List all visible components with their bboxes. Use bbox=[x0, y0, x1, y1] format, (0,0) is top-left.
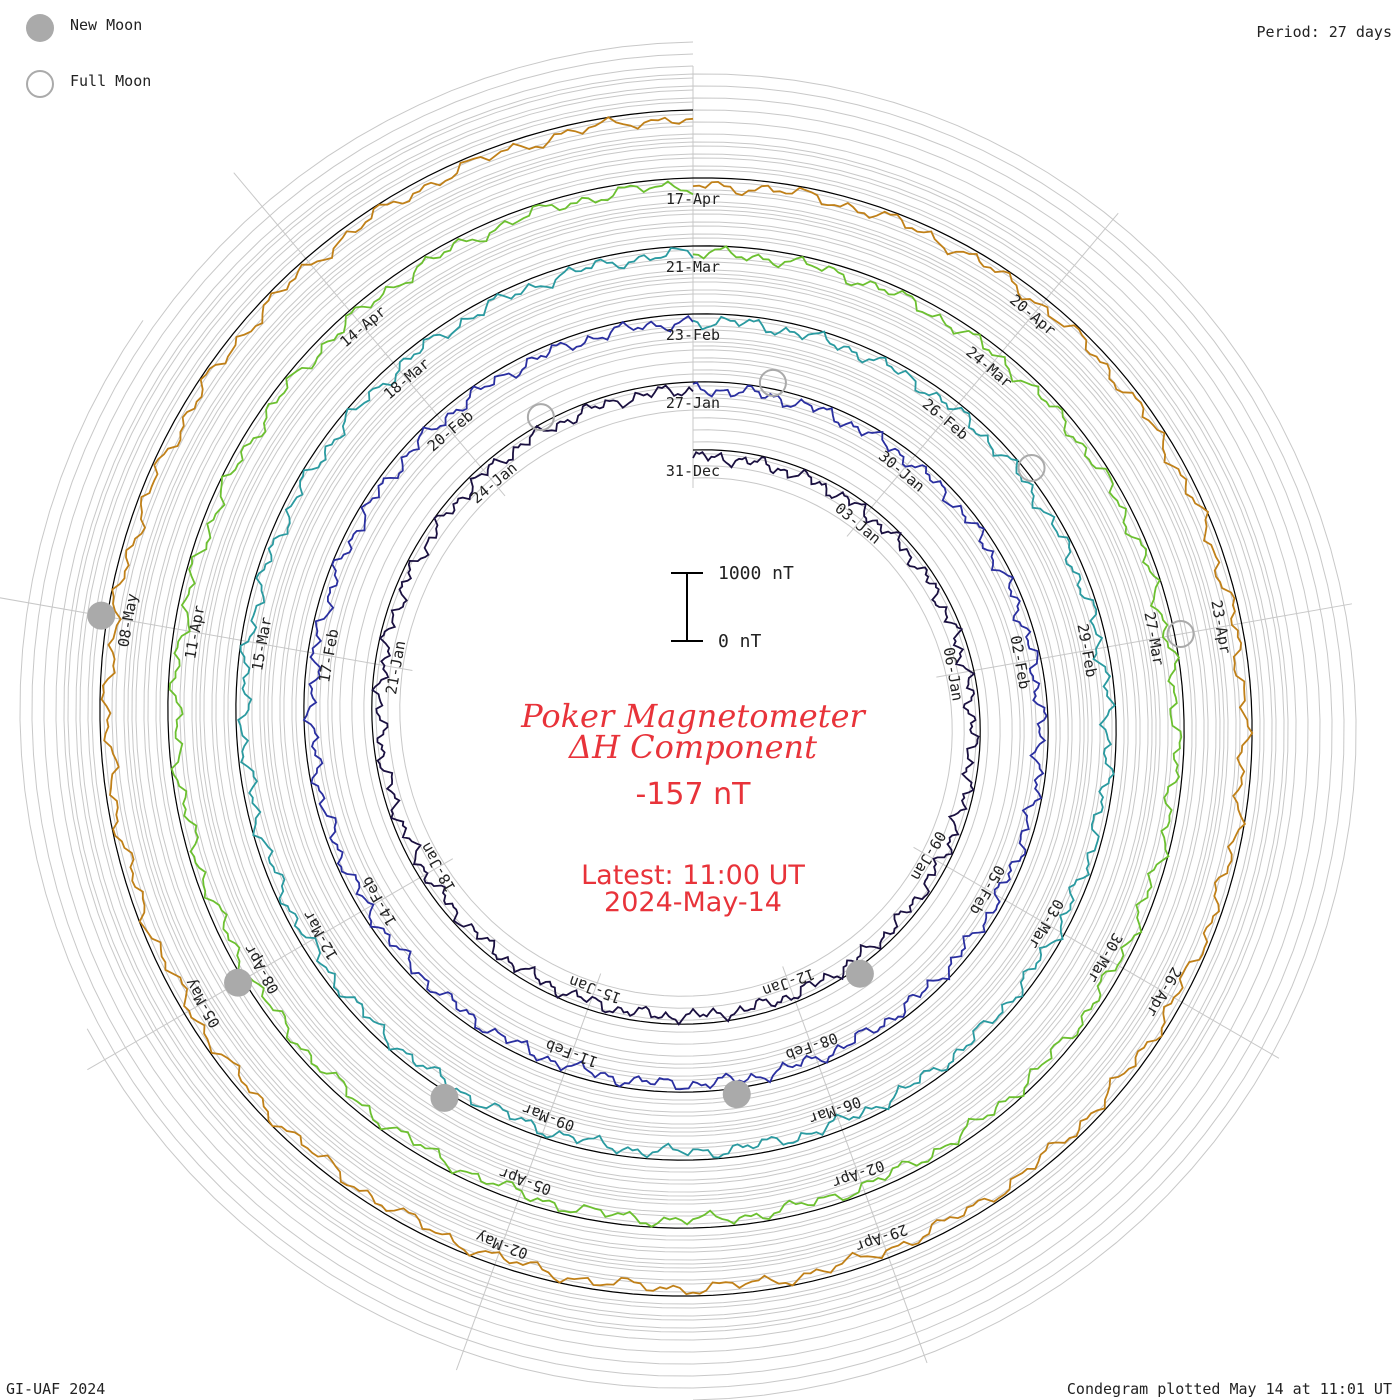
full-moon-marker bbox=[1166, 620, 1195, 649]
grid-spoke bbox=[913, 846, 1280, 1059]
date-label: 24-Jan bbox=[468, 459, 521, 508]
date-label: 27-Jan bbox=[666, 394, 720, 412]
full-moon-marker bbox=[526, 403, 555, 432]
date-label: 08-May bbox=[114, 592, 141, 648]
date-label: 05-Feb bbox=[966, 862, 1009, 918]
date-label: 26-Apr bbox=[1142, 964, 1185, 1020]
new-moon-marker bbox=[87, 601, 116, 630]
date-label: 30-Mar bbox=[1084, 930, 1127, 986]
date-label: 03-Jan bbox=[831, 499, 884, 548]
date-label: 14-Feb bbox=[358, 873, 401, 929]
legend-full-moon: Full Moon bbox=[26, 70, 206, 104]
date-label: 21-Mar bbox=[666, 258, 720, 276]
date-label: 15-Mar bbox=[248, 616, 275, 672]
grid-spiral bbox=[55, 65, 1297, 1341]
grid-spoke bbox=[782, 966, 928, 1364]
chart-title-line1: Poker Magnetometer bbox=[520, 697, 866, 735]
date-label: 23-Feb bbox=[666, 326, 720, 344]
grid-spiral bbox=[91, 101, 1261, 1305]
chart-title-line2: ΔH Component bbox=[567, 728, 817, 766]
date-label: 18-Mar bbox=[380, 354, 433, 403]
new-moon-marker bbox=[430, 1083, 459, 1112]
grid-spiral bbox=[43, 53, 1309, 1353]
grid-spiral bbox=[115, 125, 1237, 1281]
grid-spoke bbox=[455, 973, 602, 1371]
baseline-spiral bbox=[99, 109, 1253, 1297]
new-moon-icon bbox=[26, 14, 54, 42]
date-label: 17-Apr bbox=[666, 190, 720, 208]
date-label: 15-Jan bbox=[566, 972, 623, 1007]
grid-spiral bbox=[67, 77, 1285, 1329]
grid-spiral bbox=[127, 137, 1225, 1269]
full-moon-marker bbox=[758, 368, 787, 397]
date-label: 31-Dec bbox=[666, 462, 720, 480]
grid-spiral bbox=[79, 89, 1273, 1317]
full-moon-label: Full Moon bbox=[70, 72, 152, 90]
full-moon-icon bbox=[26, 70, 54, 98]
date-label: 06-Jan bbox=[940, 646, 967, 702]
full-moon-marker bbox=[1017, 453, 1046, 482]
grid-spoke bbox=[936, 603, 1353, 678]
grid-spiral bbox=[75, 85, 1345, 1389]
scale-bar-top-label: 1000 nT bbox=[718, 563, 794, 584]
grid-spoke bbox=[233, 172, 506, 497]
series-line bbox=[302, 315, 1048, 1091]
scale-bar: 1000 nT 0 nT bbox=[671, 563, 794, 652]
new-moon-marker bbox=[845, 959, 874, 988]
date-label: 09-Mar bbox=[520, 1100, 577, 1135]
series-line bbox=[168, 180, 1183, 1228]
grid-spoke bbox=[0, 597, 413, 672]
latest-time: Latest: 11:00 UT bbox=[581, 860, 805, 891]
period-label: Period: 27 days bbox=[1256, 23, 1392, 41]
plotted-label: Condegram plotted May 14 at 11:01 UT bbox=[1066, 1380, 1392, 1398]
grid-spoke bbox=[846, 212, 1119, 537]
credit-label: GI-UAF 2024 bbox=[6, 1380, 106, 1398]
scale-bar-bottom-label: 0 nT bbox=[718, 631, 762, 652]
latest-date: 2024-May-14 bbox=[604, 887, 782, 918]
grid-spiral bbox=[19, 97, 1333, 1377]
date-label: 09-Jan bbox=[907, 828, 950, 884]
center-text: Poker Magnetometer ΔH Component -157 nT … bbox=[520, 697, 866, 918]
date-label: 02-Feb bbox=[1006, 634, 1033, 690]
date-label: 11-Apr bbox=[181, 604, 208, 660]
series-layer bbox=[99, 109, 1254, 1297]
date-label: 05-Apr bbox=[497, 1163, 554, 1198]
grid-spiral bbox=[63, 73, 1357, 1400]
date-label: 21-Jan bbox=[382, 639, 409, 695]
new-moon-marker bbox=[224, 968, 253, 997]
date-label: 23-Apr bbox=[1207, 599, 1234, 655]
date-label: 30-Jan bbox=[875, 447, 928, 496]
series-line bbox=[371, 384, 980, 1026]
grid-spoke bbox=[87, 858, 454, 1071]
date-label: 29-Feb bbox=[1073, 622, 1100, 678]
new-moon-marker bbox=[722, 1080, 751, 1109]
moon-marker-layer bbox=[87, 368, 1195, 1112]
series-line bbox=[100, 116, 1254, 1296]
grid-layer bbox=[0, 41, 1357, 1400]
date-label: 17-Feb bbox=[315, 627, 342, 683]
current-value: -157 nT bbox=[636, 777, 752, 812]
date-label: 12-Jan bbox=[760, 965, 817, 1000]
series-line bbox=[237, 247, 1116, 1159]
legend-new-moon: New Moon bbox=[26, 14, 206, 48]
grid-spiral bbox=[103, 113, 1249, 1293]
new-moon-label: New Moon bbox=[70, 16, 143, 34]
